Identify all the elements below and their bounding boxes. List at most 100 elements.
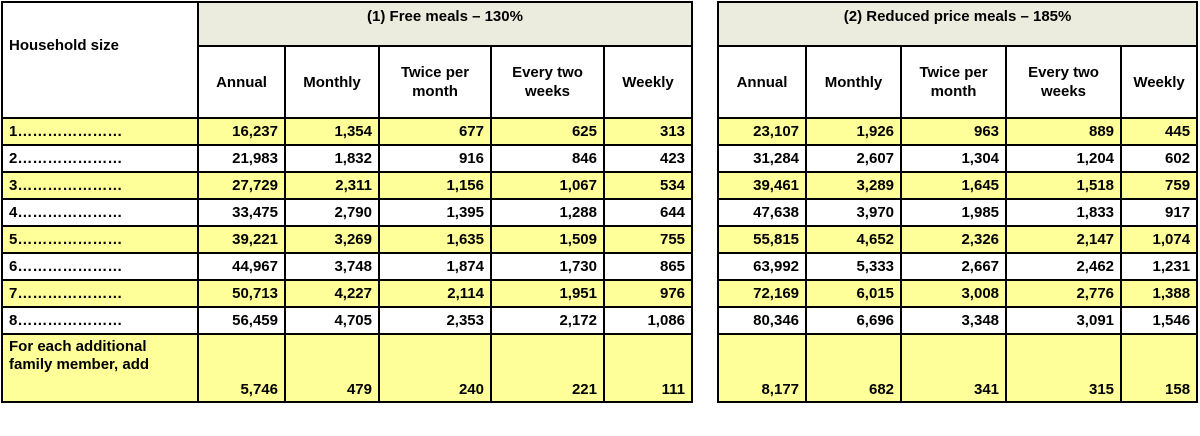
reduced-meals-cell: 963 <box>900 117 1008 146</box>
reduced-twice-per-month-header: Twice per month <box>900 45 1008 119</box>
free-meals-cell: 3,748 <box>284 252 380 281</box>
household-size-label: 5………………… <box>1 225 199 254</box>
reduced-meals-cell: 445 <box>1120 117 1199 146</box>
reduced-meals-cell: 72,169 <box>717 279 808 308</box>
free-twice-per-month-header: Twice per month <box>378 45 492 119</box>
reduced-meals-cell: 1,304 <box>900 144 1008 173</box>
free-meals-cell: 625 <box>490 117 605 146</box>
reduced-meals-cell: 6,696 <box>805 306 903 335</box>
free-meals-cell: 644 <box>602 198 694 227</box>
free-meals-cell: 1,067 <box>490 171 605 200</box>
free-meals-cell: 2,114 <box>378 279 492 308</box>
reduced-meals-cell: 63,992 <box>717 252 808 281</box>
reduced-meals-cell: 2,462 <box>1005 252 1123 281</box>
reduced-meals-cell: 5,333 <box>805 252 903 281</box>
free-meals-cell: 755 <box>602 225 694 254</box>
free-monthly-header: Monthly <box>284 45 380 119</box>
household-size-label: 6………………… <box>1 252 199 281</box>
free-meals-cell: 1,156 <box>378 171 492 200</box>
free-meals-cell: 1,288 <box>490 198 605 227</box>
free-meals-cell: 1,354 <box>284 117 380 146</box>
free-meals-cell: 5,746 <box>197 333 286 403</box>
household-size-label: 4………………… <box>1 198 199 227</box>
free-meals-cell: 2,790 <box>284 198 380 227</box>
reduced-meals-cell: 1,074 <box>1120 225 1199 254</box>
free-meals-cell: 846 <box>490 144 605 173</box>
free-meals-cell: 1,874 <box>378 252 492 281</box>
reduced-monthly-header: Monthly <box>805 45 903 119</box>
free-every-two-weeks-header: Every two weeks <box>490 45 605 119</box>
free-meals-cell: 976 <box>602 279 694 308</box>
column-gap <box>691 226 720 253</box>
household-size-label: 7………………… <box>1 279 199 308</box>
reduced-meals-cell: 1,546 <box>1120 306 1199 335</box>
reduced-meals-cell: 3,348 <box>900 306 1008 335</box>
table-row: 8………………… 56,459 4,705 2,353 2,172 1,086 80,346… <box>1 306 1199 335</box>
reduced-meals-cell: 1,518 <box>1005 171 1123 200</box>
reduced-meals-cell: 4,652 <box>805 225 903 254</box>
free-meals-cell: 44,967 <box>197 252 286 281</box>
free-meals-cell: 27,729 <box>197 171 286 200</box>
column-gap <box>691 334 720 402</box>
free-meals-cell: 1,832 <box>284 144 380 173</box>
reduced-meals-cell: 1,388 <box>1120 279 1199 308</box>
free-meals-cell: 1,509 <box>490 225 605 254</box>
reduced-meals-cell: 47,638 <box>717 198 808 227</box>
reduced-annual-header: Annual <box>717 45 808 119</box>
reduced-meals-cell: 1,645 <box>900 171 1008 200</box>
free-meals-cell: 33,475 <box>197 198 286 227</box>
column-gap <box>691 199 720 226</box>
reduced-meals-cell: 31,284 <box>717 144 808 173</box>
free-meals-cell: 677 <box>378 117 492 146</box>
reduced-meals-cell: 1,985 <box>900 198 1008 227</box>
household-size-header: Household size <box>1 1 199 119</box>
free-meals-cell: 3,269 <box>284 225 380 254</box>
free-meals-cell: 423 <box>602 144 694 173</box>
reduced-meals-cell: 158 <box>1120 333 1199 403</box>
additional-member-label: For each additional family member, add <box>1 333 199 403</box>
reduced-weekly-header: Weekly <box>1120 45 1199 119</box>
reduced-meals-cell: 3,091 <box>1005 306 1123 335</box>
free-meals-cell: 313 <box>602 117 694 146</box>
reduced-meals-cell: 3,008 <box>900 279 1008 308</box>
household-size-label: 1………………… <box>1 117 199 146</box>
free-meals-cell: 916 <box>378 144 492 173</box>
free-meals-cell: 21,983 <box>197 144 286 173</box>
table-row: 7………………… 50,713 4,227 2,114 1,951 976 72,169 6,… <box>1 279 1199 308</box>
free-meals-cell: 1,635 <box>378 225 492 254</box>
table-row: 5………………… 39,221 3,269 1,635 1,509 755 55,815 4,… <box>1 225 1199 254</box>
table-row: 3………………… 27,729 2,311 1,156 1,067 534 39,461 3,… <box>1 171 1199 200</box>
column-gap <box>691 2 720 118</box>
reduced-meals-cell: 6,015 <box>805 279 903 308</box>
reduced-meals-cell: 682 <box>805 333 903 403</box>
column-gap <box>691 118 720 145</box>
free-meals-cell: 534 <box>602 171 694 200</box>
reduced-meals-cell: 889 <box>1005 117 1123 146</box>
column-gap <box>691 172 720 199</box>
reduced-meals-cell: 1,204 <box>1005 144 1123 173</box>
reduced-meals-cell: 8,177 <box>717 333 808 403</box>
reduced-meals-cell: 759 <box>1120 171 1199 200</box>
reduced-meals-cell: 2,147 <box>1005 225 1123 254</box>
column-gap <box>691 145 720 172</box>
reduced-meals-cell: 917 <box>1120 198 1199 227</box>
income-eligibility-table: Household size (1) Free meals – 130% (2)… <box>1 1 1199 403</box>
reduced-meals-cell: 2,326 <box>900 225 1008 254</box>
household-size-label: 8………………… <box>1 306 199 335</box>
free-annual-header: Annual <box>197 45 286 119</box>
column-gap <box>691 253 720 280</box>
reduced-every-two-weeks-header: Every two weeks <box>1005 45 1123 119</box>
free-meals-cell: 1,730 <box>490 252 605 281</box>
table-row: 1………………… 16,237 1,354 677 625 313 23,107 1,926 9… <box>1 117 1199 146</box>
free-meals-cell: 2,311 <box>284 171 380 200</box>
reduced-meals-cell: 39,461 <box>717 171 808 200</box>
reduced-meals-group-header: (2) Reduced price meals – 185% <box>717 1 1199 47</box>
free-meals-cell: 56,459 <box>197 306 286 335</box>
free-meals-cell: 50,713 <box>197 279 286 308</box>
reduced-meals-cell: 2,667 <box>900 252 1008 281</box>
reduced-meals-cell: 1,231 <box>1120 252 1199 281</box>
reduced-meals-cell: 3,289 <box>805 171 903 200</box>
table-row: 6………………… 44,967 3,748 1,874 1,730 865 63,992 5,… <box>1 252 1199 281</box>
free-meals-cell: 240 <box>378 333 492 403</box>
free-meals-cell: 221 <box>490 333 605 403</box>
